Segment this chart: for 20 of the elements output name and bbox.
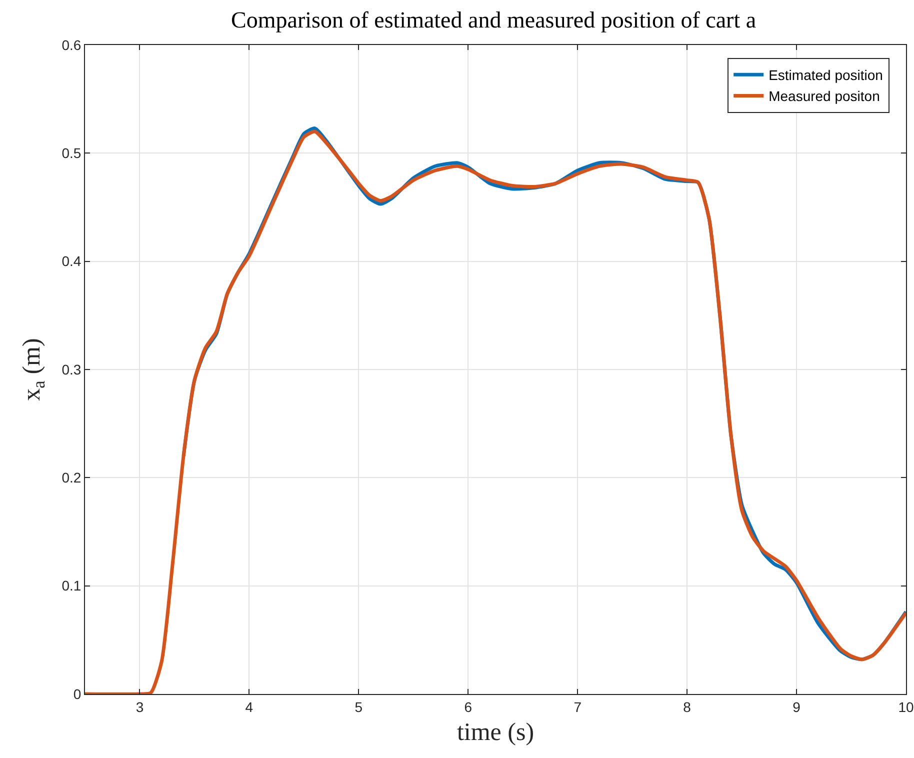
legend-label: Measured positon [768,88,880,104]
line-series [85,130,906,694]
y-tick-label: 0.1 [62,578,82,594]
y-tick-label: 0.6 [62,36,82,53]
x-axis-title: time (s) [456,718,534,746]
x-tick-label: 8 [683,698,692,715]
x-tick-label: 7 [574,698,582,715]
x-tick-label: 4 [245,698,254,715]
x-tick-label: 9 [792,698,801,715]
y-tick-label: 0.3 [62,361,82,378]
x-tick-label: 3 [136,698,144,715]
chart-title: Comparison of estimated and measured position of cart a [231,7,756,32]
x-tick-label: 5 [354,698,363,715]
y-tick-label: 0.4 [62,253,82,270]
legend-label: Estimated position [768,67,883,84]
x-tick-label: 10 [898,698,914,715]
y-tick-label: 0.5 [62,145,82,162]
x-tick-label: 6 [464,698,472,715]
y-tick-label: 0 [73,686,82,702]
y-tick-label: 0.2 [62,470,82,486]
